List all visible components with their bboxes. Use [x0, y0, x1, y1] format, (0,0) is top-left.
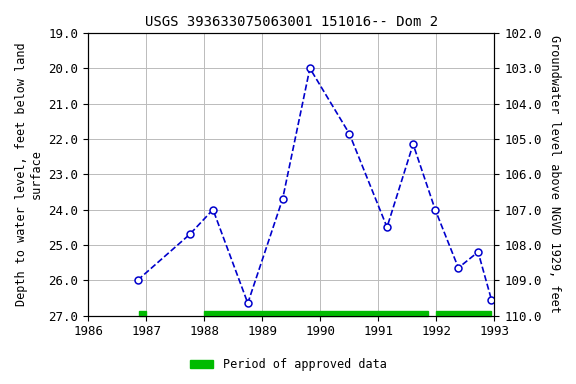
Bar — [139, 311, 146, 316]
Bar — [437, 311, 491, 316]
Y-axis label: Depth to water level, feet below land
surface: Depth to water level, feet below land su… — [15, 43, 43, 306]
Title: USGS 393633075063001 151016-- Dom 2: USGS 393633075063001 151016-- Dom 2 — [145, 15, 438, 29]
Legend: Period of approved data: Period of approved data — [185, 354, 391, 376]
Bar — [204, 311, 427, 316]
Y-axis label: Groundwater level above NGVD 1929, feet: Groundwater level above NGVD 1929, feet — [548, 35, 561, 313]
